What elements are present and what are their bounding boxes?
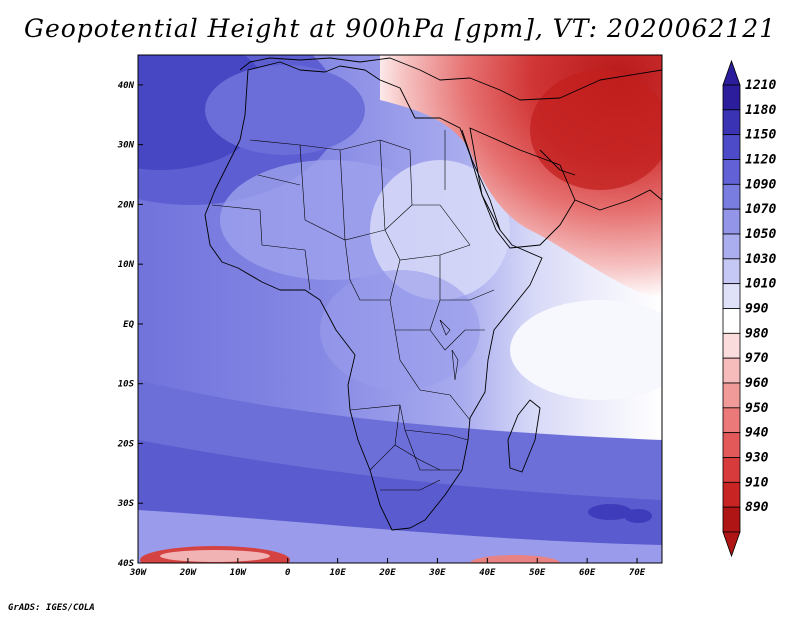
colorbar-label: 910 (745, 475, 769, 490)
longitude-axis: 30W 20W 10W 0 10E 20E 30E 40E 50E 60E 70E (129, 558, 646, 578)
latitude-axis: 40N 30N 20N 10N EQ 10S 20S 30S 40S (117, 81, 143, 569)
madagascar (507, 399, 541, 473)
colorbar-segment (722, 183, 741, 210)
lon-label: 20E (378, 568, 396, 578)
colorbar-label: 1030 (745, 252, 776, 267)
colorbar-segment (722, 308, 741, 334)
lon-label: 10E (329, 568, 346, 578)
colorbar-label: 940 (745, 426, 769, 441)
persian-gulf (539, 149, 576, 176)
south-band-3 (138, 510, 662, 563)
colorbar-label: 960 (745, 376, 769, 391)
lat-label: 40N (118, 81, 135, 91)
lon-label: 20W (179, 568, 198, 578)
colorbar-segment (722, 84, 741, 111)
lon-label: 50E (529, 568, 546, 578)
lat-label: 20S (117, 439, 135, 449)
lat-label: 10N (118, 260, 135, 270)
colorbar-segment (722, 258, 741, 285)
south-low-west-edge (160, 550, 270, 562)
indian-ocean-pale (510, 300, 662, 400)
lon-label: 40E (479, 568, 496, 578)
colorbar-label: 1070 (745, 202, 776, 217)
colorbar-segment (722, 332, 741, 359)
colorbar-segment (722, 134, 741, 160)
colorbar-label: 1210 (745, 78, 776, 93)
colorbar-label: 1090 (745, 177, 776, 192)
lon-label: 70E (629, 568, 646, 578)
colorbar-label: 1010 (745, 277, 776, 292)
colorbar-segment (722, 283, 741, 309)
asia-coast (574, 189, 662, 211)
heat-low-core (530, 70, 662, 190)
plot-frame (137, 54, 663, 564)
lon-label: 60E (579, 568, 596, 578)
country-borders (211, 130, 495, 491)
colorbar-segment (722, 159, 741, 185)
colorbar-segment (722, 481, 741, 508)
lon-label: 10W (230, 568, 248, 578)
sudan-light (370, 160, 510, 300)
indian-high-2 (624, 509, 652, 523)
europe-coast (239, 57, 662, 101)
lat-label: 20N (117, 200, 135, 210)
height-field (138, 55, 662, 563)
colorbar-segment (722, 357, 741, 384)
lon-label: 30W (129, 568, 148, 578)
lat-label: 40S (118, 559, 135, 569)
indian-high-1 (588, 504, 632, 520)
coastlines (204, 57, 662, 531)
colorbar-label: 980 (745, 326, 769, 341)
lat-label: 10S (118, 380, 135, 390)
colorbar-segment (722, 233, 741, 260)
red-sea (461, 129, 501, 231)
lat-label: EQ (123, 320, 134, 330)
colorbar: 1210 1180 1150 1120 1090 1070 1050 1030 1010 990 9… (722, 59, 776, 558)
colorbar-label: 1050 (745, 227, 776, 242)
colorbar-segment (722, 208, 741, 235)
colorbar-label: 950 (745, 401, 769, 416)
azores-high-east (205, 65, 365, 155)
lat-label: 30S (117, 499, 135, 509)
colorbar-label: 1180 (745, 103, 776, 118)
border-lines-north (211, 130, 471, 281)
colorbar-bottom-arrow (722, 531, 741, 558)
colorbar-segment (722, 432, 741, 458)
colorbar-top-arrow (722, 59, 741, 86)
arabia (469, 127, 576, 249)
colorbar-segment (722, 457, 741, 483)
map-title: Geopotential Height at 900hPa [gpm], VT:… (23, 14, 777, 43)
colorbar-label: 990 (745, 302, 769, 317)
border-lines-south (349, 404, 469, 491)
colorbar-label: 970 (745, 351, 769, 366)
colorbar-label: 890 (745, 500, 769, 515)
africa-outline (204, 61, 543, 531)
lon-label: 30E (428, 568, 446, 578)
colorbar-label: 1120 (745, 153, 776, 168)
colorbar-segment (722, 382, 741, 409)
colorbar-segment (722, 407, 741, 434)
border-lines-central (304, 249, 495, 421)
colorbar-segment (722, 506, 741, 533)
colorbar-label: 930 (745, 451, 769, 466)
colorbar-segment (722, 109, 741, 136)
lakes (439, 319, 459, 381)
colorbar-label: 1150 (745, 128, 776, 143)
lat-label: 30N (117, 141, 135, 151)
lon-label: 0 (285, 568, 291, 578)
grads-credit: GrADS: IGES/COLA (8, 603, 95, 613)
